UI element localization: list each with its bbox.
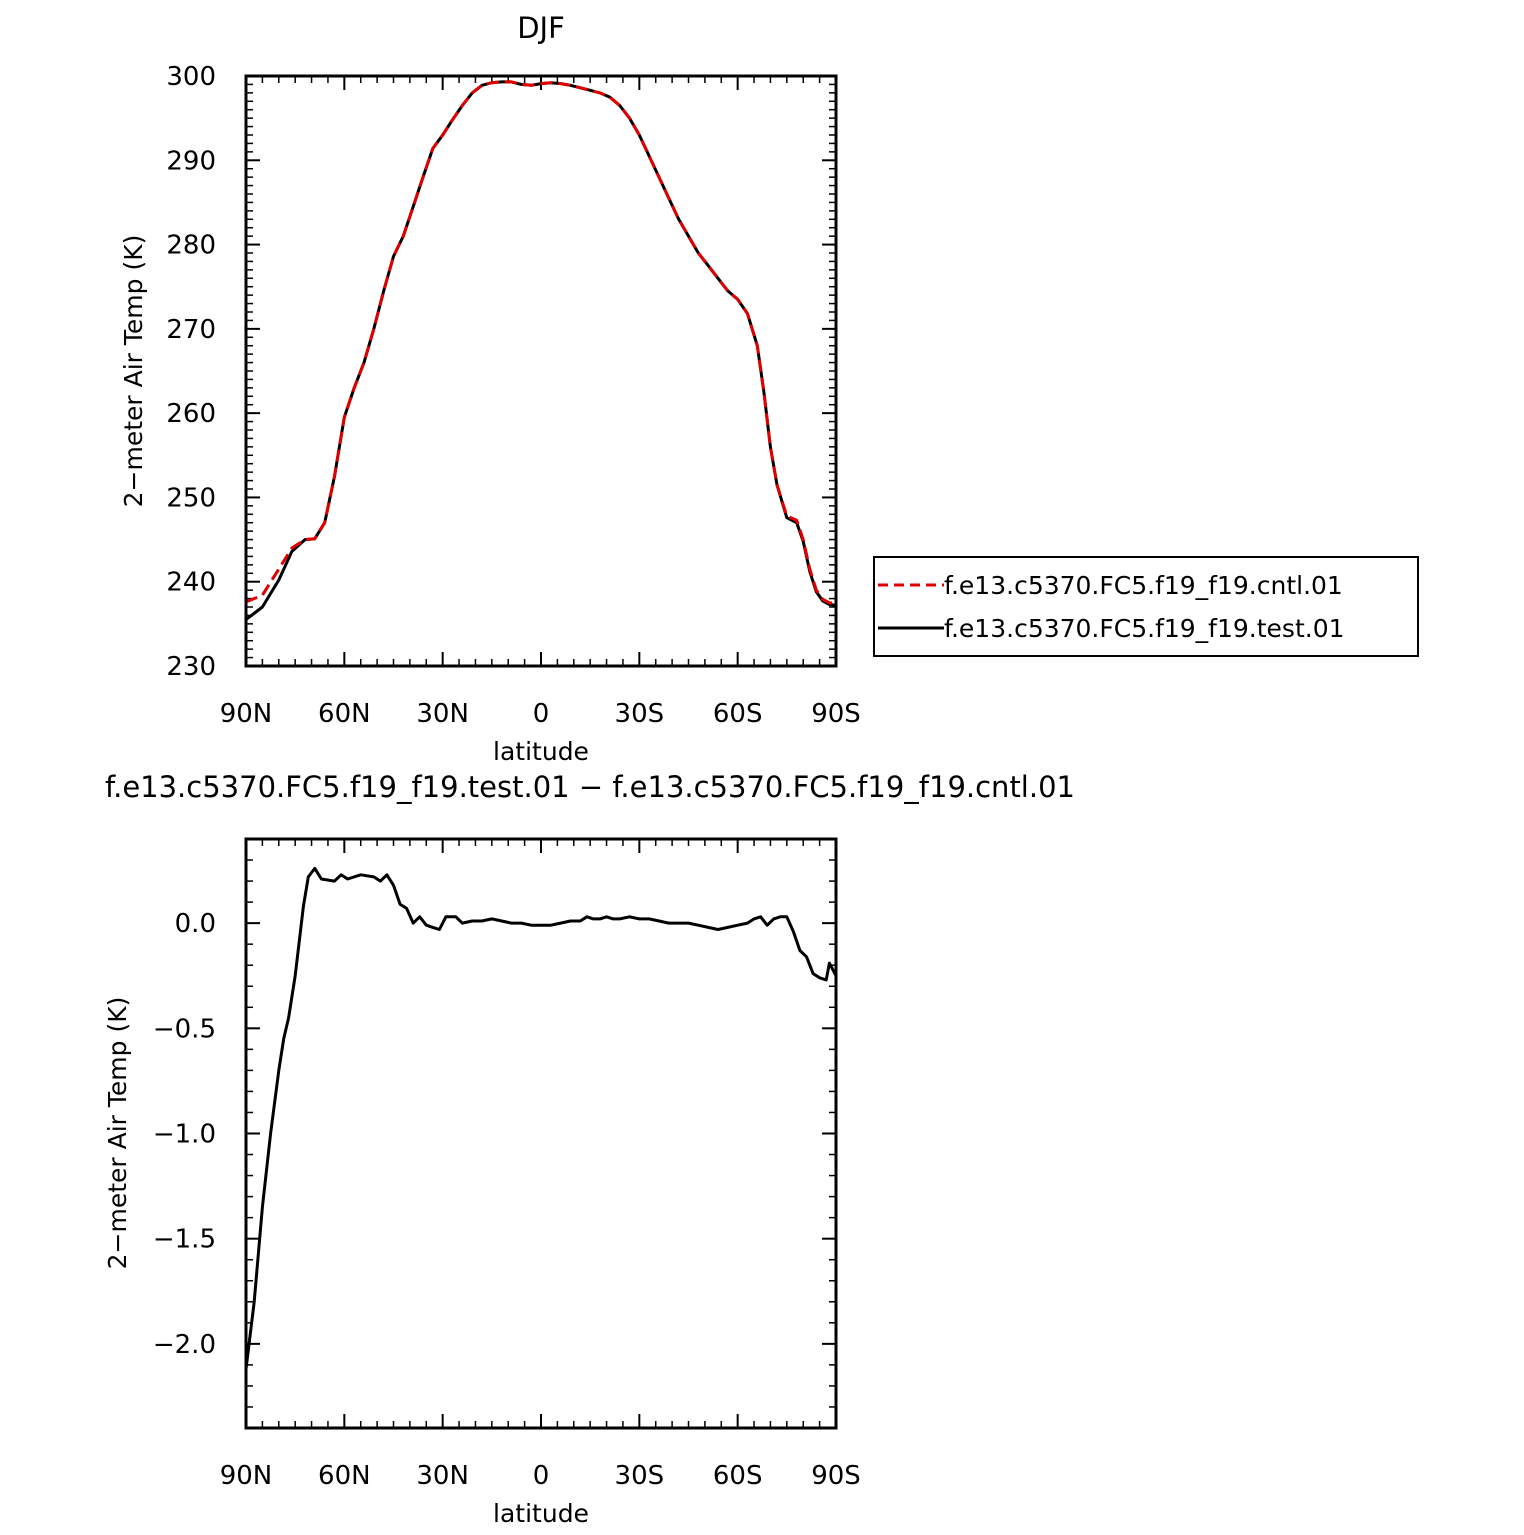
legend-label-cntl: f.e13.c5370.FC5.f19_f19.cntl.01 [944, 571, 1343, 600]
y-tick-label: −1.0 [153, 1120, 216, 1150]
x-axis-label: latitude [493, 737, 589, 766]
x-tick-label: 60S [713, 699, 763, 729]
x-tick-label: 30N [416, 699, 469, 729]
y-axis-label: 2−meter Air Temp (K) [119, 235, 148, 508]
y-axis-label: 2−meter Air Temp (K) [103, 997, 132, 1270]
x-tick-label: 90N [220, 699, 273, 729]
legend-label-test: f.e13.c5370.FC5.f19_f19.test.01 [944, 614, 1345, 643]
series-line [245, 80, 837, 621]
y-tick-label: 270 [166, 315, 216, 345]
chart-title: DJF [517, 11, 565, 45]
x-tick-label: 0 [533, 1461, 550, 1491]
y-tick-label: 290 [166, 146, 216, 176]
y-tick-label: −2.0 [153, 1330, 216, 1360]
y-tick-label: −0.5 [153, 1014, 216, 1044]
difference-title: f.e13.c5370.FC5.f19_f19.test.01 − f.e13.… [105, 770, 1075, 804]
plot-frame [244, 74, 838, 668]
y-tick-label: 280 [166, 231, 216, 261]
y-tick-label: −1.5 [153, 1225, 216, 1255]
x-tick-label: 90N [220, 1461, 273, 1491]
tick-marks [245, 75, 837, 667]
x-tick-label: 60N [318, 1461, 371, 1491]
y-tick-label: 240 [166, 568, 216, 598]
series-line [244, 866, 838, 1370]
plot-frame [244, 837, 838, 1430]
series-line [245, 80, 837, 606]
x-tick-label: 90S [811, 699, 861, 729]
plot-lines [245, 80, 837, 621]
panel-top: DJF 90N 60N 30N 0 30S 60S 90S 230 240 250 260 270 28… [119, 11, 1419, 766]
x-tick-label: 0 [533, 699, 550, 729]
y-tick-label: 230 [166, 652, 216, 682]
tick-marks [245, 838, 837, 1429]
legend-box [873, 556, 1419, 657]
y-tick-label: 260 [166, 399, 216, 429]
legend: f.e13.c5370.FC5.f19_f19.cntl.01 f.e13.c5… [873, 556, 1419, 657]
y-tick-label: 0.0 [175, 909, 216, 939]
x-axis-label: latitude [493, 1499, 589, 1528]
y-tick-label: 300 [166, 62, 216, 92]
x-tick-label: 60N [318, 699, 371, 729]
x-tick-label: 30S [615, 699, 665, 729]
panel-bottom: f.e13.c5370.FC5.f19_f19.test.01 − f.e13.… [103, 770, 1075, 1528]
x-tick-label: 90S [811, 1461, 861, 1491]
y-tick-label: 250 [166, 483, 216, 513]
plot-lines [244, 866, 838, 1370]
x-tick-label: 60S [713, 1461, 763, 1491]
x-tick-label: 30N [416, 1461, 469, 1491]
x-tick-label: 30S [615, 1461, 665, 1491]
tick-labels: 90N 60N 30N 0 30S 60S 90S 0.0 −0.5 −1.0 −1.5 −2.0 [153, 909, 861, 1491]
tick-labels: 90N 60N 30N 0 30S 60S 90S 230 240 250 260 270 280 290… [166, 62, 860, 729]
